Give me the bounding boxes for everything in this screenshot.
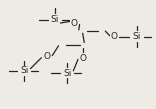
Text: O: O bbox=[80, 54, 87, 63]
Text: O: O bbox=[43, 52, 50, 61]
Text: O: O bbox=[71, 20, 78, 28]
Text: Si: Si bbox=[50, 15, 59, 24]
Text: Si: Si bbox=[63, 69, 71, 77]
Text: O: O bbox=[110, 32, 117, 41]
Text: Si: Si bbox=[132, 32, 141, 41]
Text: Si: Si bbox=[20, 66, 28, 75]
